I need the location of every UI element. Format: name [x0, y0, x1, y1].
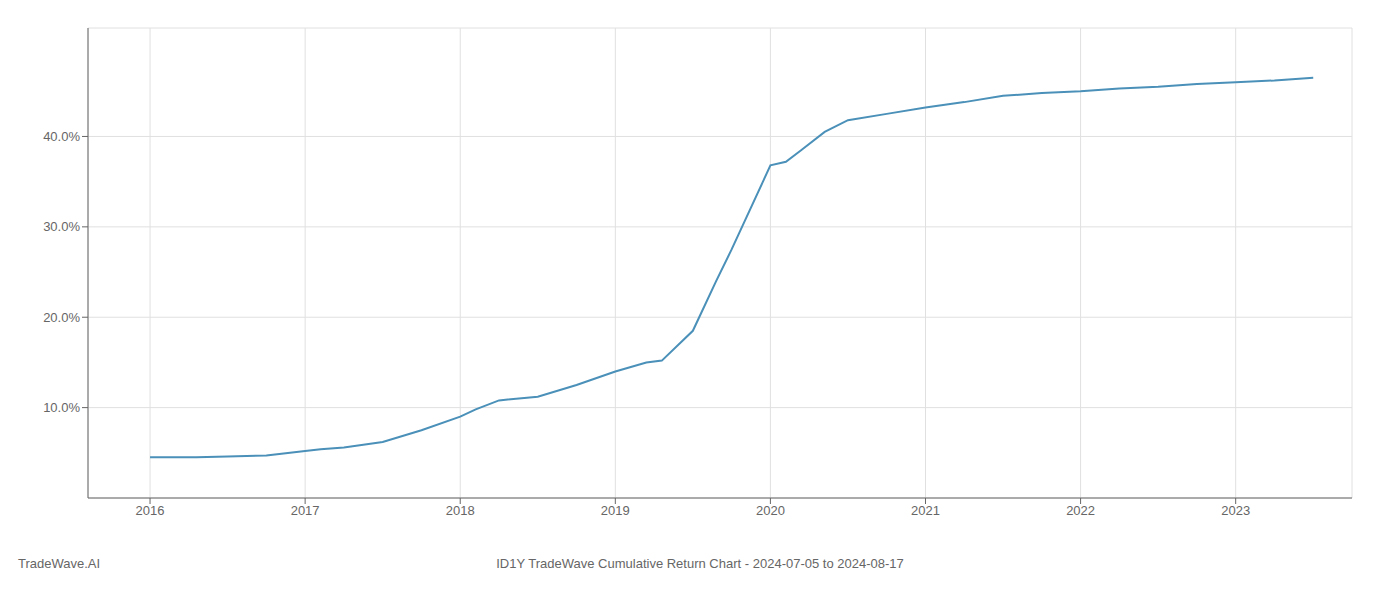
html-text:ID1Y TradeWave Cumulative Retu: ID1Y TradeWave Cumulative Return Chart -…: [496, 556, 904, 571]
svg-text:2023: 2023: [1221, 503, 1250, 518]
svg-text:2016: 2016: [136, 503, 165, 518]
svg-text:30.0%: 30.0%: [43, 219, 80, 234]
svg-text:2020: 2020: [756, 503, 785, 518]
svg-text:2022: 2022: [1066, 503, 1095, 518]
html-text:TradeWave.AI: TradeWave.AI: [18, 556, 101, 571]
svg-text:20.0%: 20.0%: [43, 310, 80, 325]
svg-text:2019: 2019: [601, 503, 630, 518]
svg-text:2017: 2017: [291, 503, 320, 518]
svg-text:40.0%: 40.0%: [43, 129, 80, 144]
svg-text:2018: 2018: [446, 503, 475, 518]
svg-text:2021: 2021: [911, 503, 940, 518]
svg-text:10.0%: 10.0%: [43, 400, 80, 415]
